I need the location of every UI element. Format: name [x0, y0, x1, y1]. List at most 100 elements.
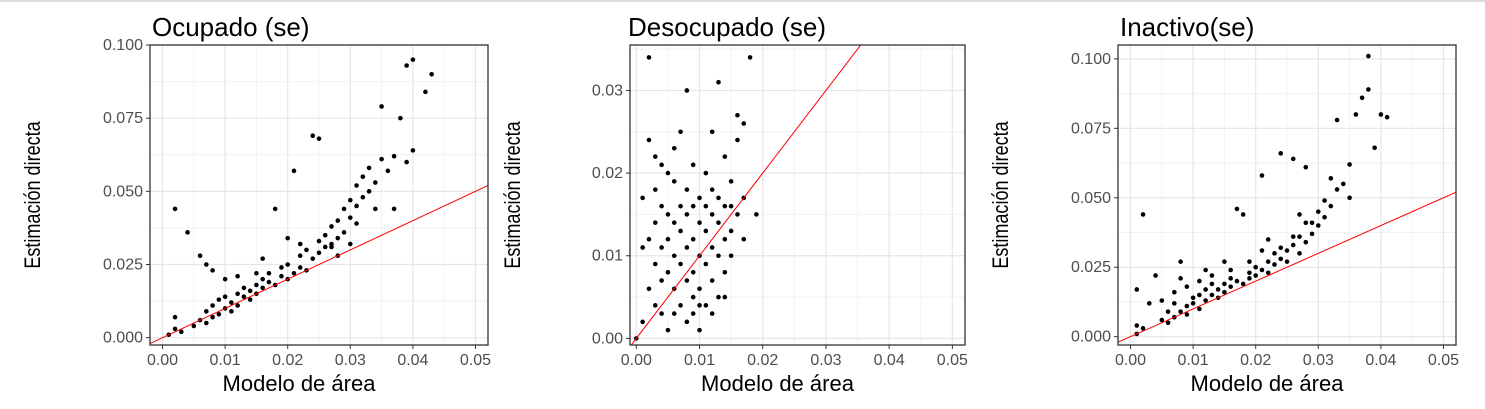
scatter-point	[735, 137, 740, 143]
scatter-point	[1178, 259, 1183, 264]
scatter-point	[1247, 259, 1252, 264]
scatter-point	[1159, 317, 1165, 323]
scatter-point	[665, 170, 671, 176]
scatter-point	[366, 189, 372, 194]
scatter-point	[1284, 259, 1290, 264]
scatter-point	[1253, 273, 1259, 278]
scatter-point	[354, 221, 359, 226]
scatter-point	[172, 326, 178, 332]
x-axis-label: Modelo de área	[223, 371, 377, 396]
scatter-point	[1284, 248, 1290, 253]
scatter-point	[1228, 276, 1233, 281]
scatter-point	[373, 180, 378, 185]
scatter-point	[247, 297, 253, 302]
scatter-point	[297, 253, 303, 259]
y-axis-label: Estimación directa	[21, 121, 45, 269]
scatter-point	[1146, 301, 1152, 306]
scatter-point	[1303, 164, 1309, 170]
scatter-point	[335, 235, 341, 241]
scatter-point	[697, 303, 702, 308]
y-tick-label: 0.050	[1071, 190, 1111, 207]
scatter-point	[1265, 270, 1271, 276]
scatter-point	[697, 195, 702, 201]
scatter-point	[1265, 259, 1271, 264]
scatter-point	[1315, 223, 1321, 228]
scatter-point	[665, 327, 671, 333]
scatter-point	[191, 323, 197, 329]
scatter-point	[722, 203, 728, 209]
x-tick-label: 0.05	[460, 352, 491, 369]
scatter-point	[659, 245, 664, 250]
scatter-point	[172, 206, 178, 212]
scatter-point	[703, 228, 709, 234]
scatter-point	[1278, 151, 1284, 156]
scatter-point	[1222, 281, 1227, 287]
scatter-point	[722, 269, 728, 275]
scatter-point	[1328, 203, 1334, 209]
scatter-point	[690, 311, 696, 316]
scatter-point	[379, 156, 384, 162]
scatter-point	[716, 79, 721, 85]
chart-title: Inactivo(se)	[1120, 12, 1254, 42]
y-tick-label: 0.100	[103, 37, 143, 54]
y-tick-label: 0.03	[592, 82, 623, 99]
scatter-point	[1253, 264, 1259, 270]
scatter-point	[703, 203, 709, 209]
scatter-point	[254, 270, 259, 276]
scatter-point	[1322, 198, 1327, 203]
y-tick-label: 0.000	[103, 330, 143, 347]
scatter-point	[697, 220, 702, 225]
scatter-point	[235, 303, 240, 308]
scatter-point	[671, 146, 677, 151]
scatter-point	[1153, 273, 1158, 278]
scatter-point	[646, 55, 652, 60]
scatter-point	[1209, 273, 1215, 278]
scatter-point	[291, 270, 297, 276]
scatter-point	[659, 203, 664, 209]
scatter-point	[1247, 270, 1252, 276]
data-layer	[150, 57, 488, 344]
scatter-point	[716, 294, 721, 300]
scatter-point	[678, 203, 683, 209]
scatter-point	[671, 220, 677, 225]
scatter-point	[728, 203, 734, 209]
scatter-point	[659, 162, 664, 168]
scatter-point	[1309, 220, 1315, 226]
scatter-point	[684, 319, 690, 325]
x-tick-label: 0.02	[272, 352, 303, 369]
scatter-point	[697, 286, 702, 292]
scatter-point	[1240, 281, 1246, 287]
scatter-point	[1272, 251, 1277, 256]
scatter-point	[1309, 231, 1315, 237]
scatter-point	[709, 278, 715, 283]
y-tick-label: 0.075	[103, 110, 143, 127]
scatter-point	[728, 253, 734, 259]
scatter-point	[1184, 303, 1190, 309]
y-tick-label: 0.025	[1071, 259, 1111, 276]
scatter-point	[665, 269, 671, 275]
scatter-point	[1228, 284, 1233, 289]
x-tick-label: 0.04	[397, 352, 428, 369]
scatter-point	[646, 286, 652, 292]
scatter-point	[1222, 289, 1227, 295]
plot-area	[630, 45, 965, 345]
scatter-point	[646, 137, 652, 143]
scatter-point	[297, 241, 303, 247]
scatter-point	[285, 262, 291, 267]
scatter-point	[722, 236, 728, 242]
x-tick-label: 0.00	[1115, 352, 1146, 369]
scatter-point	[1259, 248, 1265, 253]
scatter-point	[1140, 326, 1146, 331]
scatter-point	[690, 269, 696, 275]
scatter-point	[272, 206, 278, 212]
scatter-point	[1334, 187, 1340, 192]
scatter-point	[329, 224, 334, 229]
scatter-point	[684, 187, 690, 192]
chart-title: Ocupado (se)	[152, 12, 310, 42]
scatter-point	[1172, 301, 1177, 306]
panel-border	[629, 44, 966, 346]
scatter-point	[690, 294, 696, 300]
scatter-point	[241, 285, 247, 291]
x-axis-label: Modelo de área	[1191, 371, 1345, 396]
scatter-point	[1278, 256, 1284, 262]
